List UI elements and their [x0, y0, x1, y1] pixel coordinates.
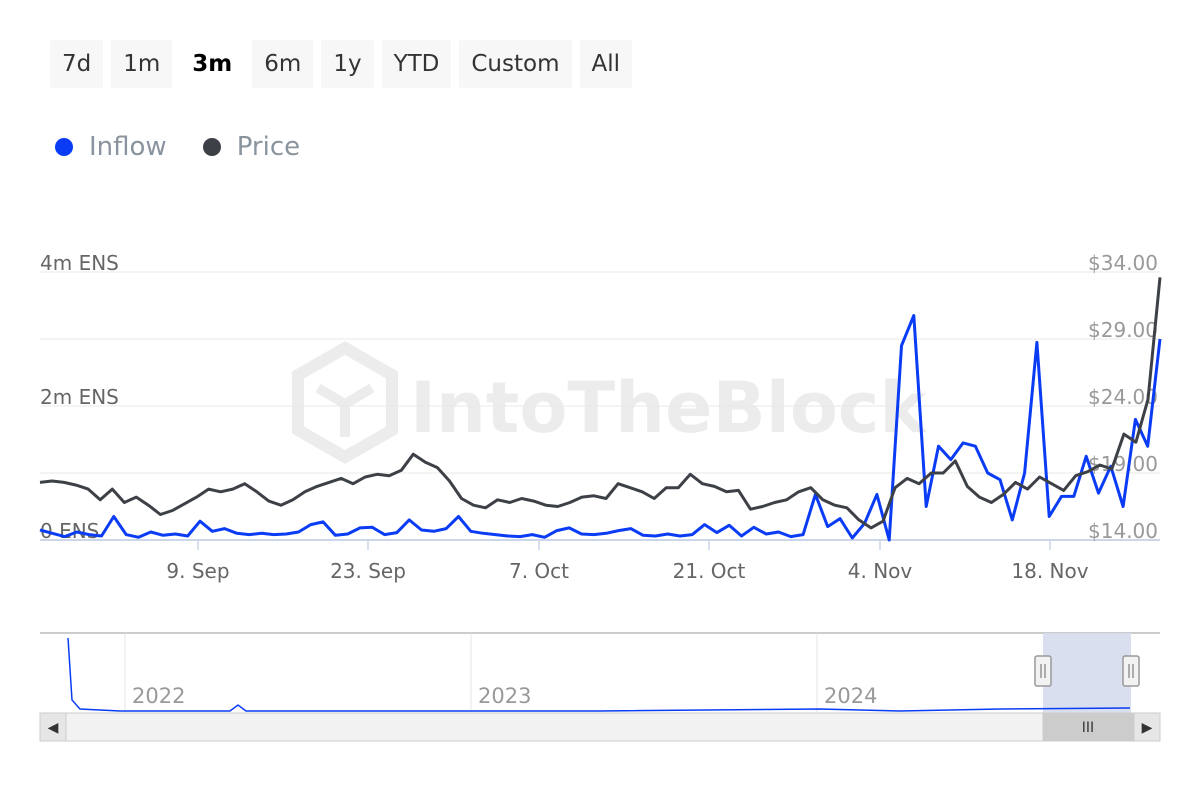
inflow-legend-dot [55, 138, 73, 156]
legend-label-inflow: Inflow [89, 132, 167, 162]
left-axis-tick-label: 2m ENS [40, 385, 119, 409]
x-axis: 9. Sep 23. Sep 7. Oct 21. Oct 4. Nov 18. Nov [166, 540, 1089, 583]
x-tick-label: 7. Oct [509, 559, 569, 583]
range-3m-button[interactable]: 3m [192, 51, 233, 77]
navigator-scrollbar-thumb[interactable] [1042, 712, 1134, 742]
navigator-left-handle[interactable] [1034, 655, 1052, 687]
navigator-right-handle[interactable] [1122, 655, 1140, 687]
range-all-button[interactable]: All [579, 40, 633, 88]
chevron-left-icon: ◀ [48, 720, 59, 736]
x-tick-label: 23. Sep [330, 559, 406, 583]
inflow-series-line [39, 314, 1162, 542]
grid [40, 271, 1160, 541]
legend-item-inflow[interactable]: Inflow [55, 132, 167, 162]
watermark-text: IntoTheBlock [410, 367, 927, 449]
navigator-year-2023: 2023 [478, 684, 531, 708]
price-legend-dot [202, 138, 221, 156]
watermark-logo: IntoTheBlock [292, 341, 927, 464]
navigator-selection-mask[interactable] [1043, 633, 1131, 713]
range-selector: 7d 1m 3m 6m 1y YTD Custom All [50, 40, 633, 88]
navigator-year-2024: 2024 [824, 684, 877, 708]
range-ytd-button[interactable]: YTD [381, 40, 452, 88]
chart-legend: Inflow Price [55, 132, 300, 162]
left-axis-tick-label: 4m ENS [40, 251, 119, 275]
right-axis: $14.00$19.00$24.00$29.00$34.00 [1088, 251, 1158, 543]
legend-label-price: Price [236, 132, 301, 162]
left-axis-tick-label: 0 ENS [40, 519, 99, 543]
legend-item-price[interactable]: Price [202, 132, 301, 162]
range-custom-button[interactable]: Custom [459, 40, 572, 88]
scroll-right-button[interactable] [1133, 712, 1161, 742]
scroll-left-button[interactable] [39, 712, 67, 742]
navigator[interactable]: 2022 2023 2024 ◀ ▶ III [39, 632, 1161, 742]
right-axis-tick-label: $29.00 [1088, 318, 1158, 342]
range-1y-button[interactable]: 1y [321, 40, 374, 88]
scrollbar-grip-icon: III [1082, 720, 1094, 736]
left-axis: 0 ENS 2m ENS 4m ENS [40, 251, 119, 543]
series-lines [39, 277, 1162, 542]
range-6m-button[interactable]: 6m [252, 40, 314, 88]
navigator-series-line [67, 637, 1131, 712]
x-tick-label: 9. Sep [166, 559, 229, 583]
right-axis-tick-label: $34.00 [1088, 251, 1158, 275]
x-tick-label: 21. Oct [673, 559, 746, 583]
chevron-right-icon: ▶ [1142, 720, 1153, 736]
x-tick-label: 18. Nov [1011, 559, 1088, 583]
price-series-line [39, 277, 1162, 530]
right-axis-tick-label: $14.00 [1088, 519, 1158, 543]
navigator-scrollbar-track[interactable] [39, 712, 1161, 742]
x-tick-label: 4. Nov [848, 559, 913, 583]
range-1m-button[interactable]: 1m [111, 40, 173, 88]
navigator-year-2022: 2022 [132, 684, 185, 708]
range-7d-button[interactable]: 7d [50, 40, 104, 88]
